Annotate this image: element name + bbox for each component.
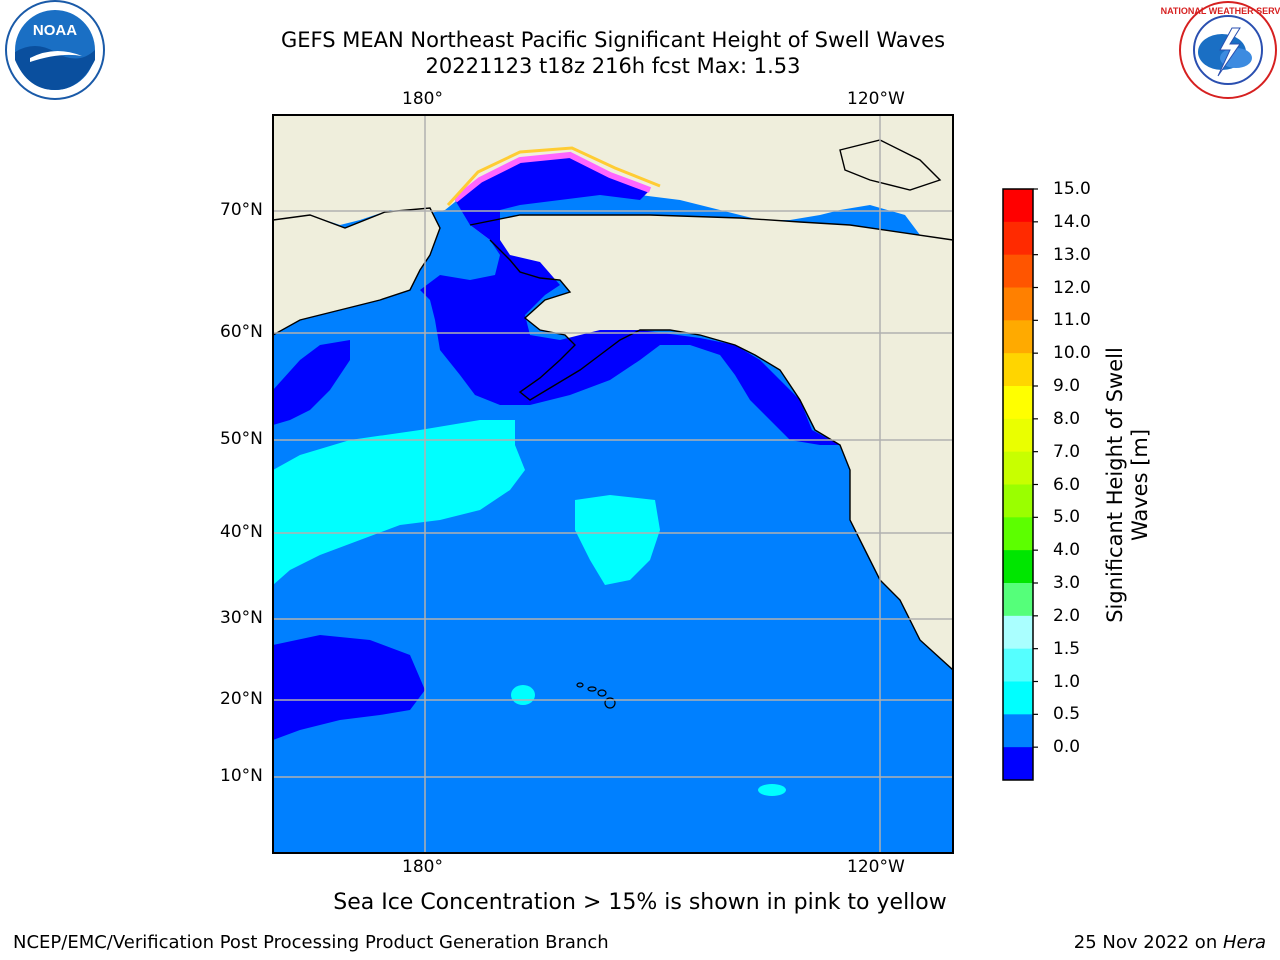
lat-label-20n: 20°N [220,689,263,709]
colorbar-title: Significant Height of Swell Waves [m] [1103,347,1153,623]
colorbar-segment [1003,517,1033,551]
colorbar-tick-label: 2.0 [1053,605,1081,626]
svg-text:NATIONAL WEATHER SERVICE: NATIONAL WEATHER SERVICE [1161,6,1280,16]
colorbar-tick-label: 9.0 [1053,376,1081,396]
colorbar-segment [1003,583,1033,617]
colorbar-segment [1003,320,1033,354]
colorbar-segment [1003,714,1033,748]
colorbar-segment [1003,648,1033,682]
colorbar-segment [1003,418,1033,453]
ocean-swell-high-hawaii [511,685,535,705]
colorbar-segment [1003,681,1033,715]
ocean-swell-lowest-west [273,340,350,425]
hawaii-islands [576,682,616,709]
colorbar-tick-label: 10.0 [1053,343,1091,364]
map-panel [272,114,954,854]
colorbar-segment [1003,353,1033,387]
colorbar-segment [1003,484,1033,518]
colorbar-tick-label: 0.5 [1053,704,1081,725]
colorbar-segment [1003,287,1033,321]
lon-label-bottom-120w: 120°W [847,857,905,877]
colorbar-title-line2: Waves [m] [1128,428,1152,542]
colorbar-tick-label: 13.0 [1053,244,1091,265]
colorbar-segment [1003,254,1033,288]
colorbar-tick-label: 1.0 [1053,671,1081,692]
colorbar-tick-label: 4.0 [1053,540,1081,561]
footer-date-text: 25 Nov 2022 on [1073,932,1223,953]
colorbar [1002,188,1038,781]
land-siberia [273,208,440,335]
colorbar-tick-label: 11.0 [1053,310,1091,331]
colorbar-title-line1: Significant Height of Swell [1103,347,1127,623]
map-frame [272,114,954,854]
colorbar-tick-label: 8.0 [1053,408,1081,429]
land-alaska [470,215,953,670]
ocean-swell-lowest-bering [420,155,840,445]
colorbar-tick-label: 1.5 [1053,638,1081,659]
colorbar-tick-label: 12.0 [1053,277,1091,298]
chart-title: GEFS MEAN Northeast Pacific Significant … [280,28,946,52]
ocean-swell-high-south [758,784,786,796]
sea-ice-note: Sea Ice Concentration > 15% is shown in … [333,890,947,915]
colorbar-segment [1003,615,1033,650]
colorbar-segment [1003,747,1033,781]
ocean-swell-high-mid [575,495,660,585]
lat-label-40n: 40°N [220,522,263,542]
footer-credit: NCEP/EMC/Verification Post Processing Pr… [13,932,609,953]
lat-label-70n: 70°N [220,200,263,220]
lon-label-top-180: 180° [402,89,443,109]
sea-ice-fringe [453,151,652,203]
colorbar-tick-label: 15.0 [1053,179,1091,199]
lat-label-10n: 10°N [220,766,263,786]
colorbar-tick-label: 3.0 [1053,573,1081,593]
sea-ice-fringe-edge [446,146,661,207]
colorbar-tick-label: 14.0 [1053,211,1091,232]
ocean-swell-high-west [273,420,525,585]
colorbar-segment [1003,451,1033,485]
lat-label-30n: 30°N [220,608,263,628]
footer-date: 25 Nov 2022 on Hera [1074,932,1266,953]
nws-logo: NATIONAL WEATHER SERVICE [1161,1,1280,99]
colorbar-segment [1003,386,1033,420]
ocean-swell-lowest-hawaii-west [273,635,425,740]
lon-label-bottom-180: 180° [402,857,443,877]
lat-label-60n: 60°N [220,322,263,342]
noaa-logo-text: NOAA [33,22,77,39]
colorbar-segment [1003,189,1033,223]
lon-label-top-120w: 120°W [847,89,905,109]
noaa-logo: NOAA [5,0,105,100]
lat-label-50n: 50°N [220,429,263,449]
footer-host: Hera [1222,932,1266,953]
colorbar-segment [1003,221,1033,256]
colorbar-tick-label: 6.0 [1053,474,1081,495]
colorbar-tick-label: 7.0 [1053,441,1081,462]
graticule [273,115,953,853]
colorbar-segment [1003,550,1033,584]
colorbar-tick-label: 0.0 [1053,737,1081,758]
colorbar-tick-label: 5.0 [1053,507,1081,528]
coastlines [273,139,953,671]
chart-subtitle: 20221123 t18z 216h fcst Max: 1.53 [425,54,801,78]
